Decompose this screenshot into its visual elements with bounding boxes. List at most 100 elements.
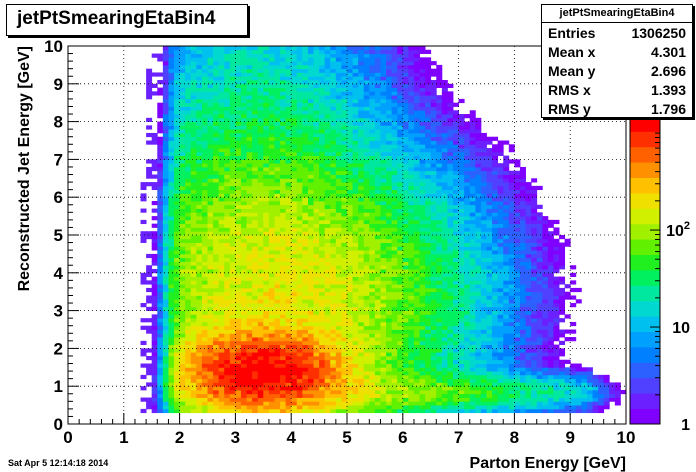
- heatmap-cell: [201, 378, 208, 383]
- heatmap-cell: [386, 125, 393, 130]
- heatmap-cell: [263, 208, 270, 213]
- heatmap-cell: [335, 333, 342, 338]
- heatmap-cell: [224, 57, 231, 62]
- heatmap-cell: [363, 83, 370, 88]
- heatmap-cell: [430, 325, 437, 330]
- heatmap-cell: [201, 227, 208, 232]
- heatmap-cell: [296, 185, 303, 191]
- heatmap-cell: [240, 272, 247, 277]
- heatmap-cell: [341, 280, 348, 285]
- heatmap-cell: [268, 72, 275, 77]
- heatmap-cell: [190, 389, 197, 395]
- heatmap-cell: [185, 227, 192, 232]
- heatmap-cell: [352, 136, 359, 141]
- heatmap-cell: [207, 155, 214, 160]
- heatmap-cell: [386, 185, 393, 191]
- heatmap-cell: [374, 64, 381, 70]
- heatmap-cell: [168, 204, 175, 209]
- heatmap-cell: [285, 287, 292, 293]
- heatmap-cell: [313, 212, 320, 217]
- heatmap-cell: [397, 64, 404, 70]
- heatmap-cell: [324, 337, 331, 342]
- heatmap-cell: [229, 242, 236, 247]
- heatmap-cell: [330, 348, 337, 353]
- heatmap-cell: [240, 344, 247, 349]
- heatmap-cell: [235, 106, 242, 111]
- heatmap-cell: [252, 397, 259, 402]
- heatmap-cell: [190, 386, 197, 391]
- heatmap-cell: [330, 117, 337, 122]
- heatmap-cell: [213, 291, 220, 296]
- heatmap-cell: [246, 159, 253, 164]
- heatmap-cell: [341, 144, 348, 149]
- heatmap-cell: [157, 121, 164, 126]
- heatmap-cell: [430, 170, 437, 175]
- heatmap-cell: [391, 291, 398, 296]
- heatmap-cell: [319, 121, 326, 126]
- heatmap-cell: [229, 204, 236, 209]
- heatmap-cell: [174, 91, 180, 96]
- heatmap-cell: [302, 189, 309, 194]
- heatmap-cell: [402, 397, 409, 402]
- heatmap-cell: [358, 174, 365, 179]
- heatmap-cell: [257, 185, 264, 191]
- heatmap-cell: [235, 284, 242, 289]
- heatmap-cell: [257, 174, 264, 179]
- heatmap-cell: [274, 374, 281, 380]
- heatmap-cell: [252, 57, 259, 62]
- heatmap-cell: [168, 193, 175, 198]
- heatmap-cell: [386, 72, 393, 77]
- heatmap-cell: [162, 329, 169, 334]
- heatmap-cell: [140, 272, 147, 277]
- heatmap-cell: [162, 125, 169, 130]
- heatmap-cell: [419, 242, 426, 247]
- heatmap-cell: [274, 121, 281, 126]
- heatmap-cell: [408, 235, 415, 240]
- heatmap-cell: [408, 382, 415, 387]
- heatmap-cell: [425, 352, 432, 357]
- heatmap-cell: [174, 136, 180, 141]
- heatmap-cell: [168, 117, 175, 122]
- heatmap-cell: [402, 140, 409, 145]
- heatmap-cell: [319, 355, 326, 361]
- heatmap-cell: [185, 303, 192, 308]
- heatmap-cell: [358, 272, 365, 277]
- heatmap-cell: [274, 401, 281, 406]
- heatmap-cell: [363, 110, 370, 115]
- heatmap-cell: [425, 148, 432, 153]
- heatmap-cell: [419, 371, 426, 376]
- heatmap-cell: [140, 197, 147, 202]
- heatmap-cell: [352, 98, 359, 104]
- heatmap-cell: [330, 95, 337, 100]
- heatmap-cell: [252, 200, 259, 206]
- heatmap-cell: [363, 98, 370, 104]
- heatmap-cell: [436, 363, 443, 368]
- heatmap-cell: [268, 46, 275, 51]
- heatmap-cell: [252, 367, 259, 372]
- heatmap-cell: [179, 117, 186, 122]
- heatmap-cell: [397, 306, 404, 311]
- heatmap-cell: [347, 72, 353, 77]
- heatmap-cell: [380, 321, 387, 327]
- heatmap-cell: [352, 144, 359, 149]
- heatmap-cell: [319, 182, 326, 187]
- heatmap-cell: [335, 295, 342, 300]
- heatmap-cell: [347, 148, 353, 153]
- heatmap-cell: [341, 344, 348, 349]
- heatmap-cell: [380, 72, 387, 77]
- heatmap-cell: [369, 49, 376, 54]
- heatmap-cell: [185, 382, 192, 387]
- heatmap-cell: [419, 261, 426, 266]
- heatmap-cell: [380, 121, 387, 126]
- heatmap-cell: [240, 95, 247, 100]
- heatmap-cell: [162, 291, 169, 296]
- heatmap-cell: [235, 291, 242, 296]
- heatmap-cell: [324, 408, 331, 414]
- heatmap-cell: [369, 261, 376, 266]
- heatmap-cell: [240, 408, 247, 414]
- heatmap-cell: [324, 272, 331, 277]
- heatmap-cell: [229, 238, 236, 243]
- heatmap-cell: [341, 212, 348, 217]
- heatmap-cell: [408, 227, 415, 232]
- heatmap-cell: [347, 227, 353, 232]
